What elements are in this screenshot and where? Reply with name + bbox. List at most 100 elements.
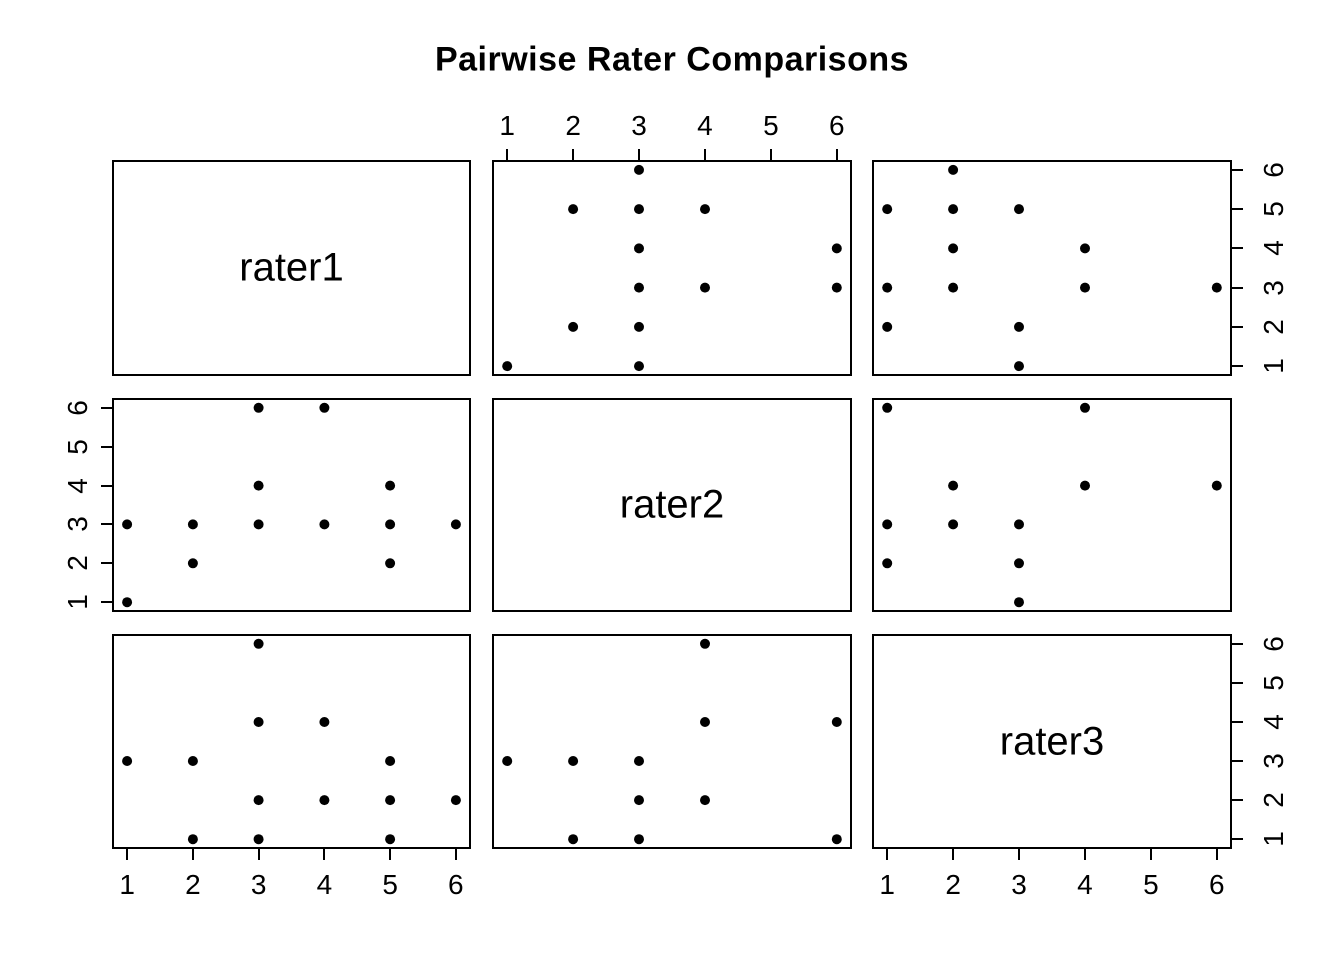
axis-tick bbox=[703, 149, 706, 160]
scatter-point bbox=[1080, 282, 1090, 293]
scatter-point bbox=[882, 519, 893, 530]
scatter-point bbox=[700, 204, 710, 215]
scatter-point bbox=[948, 164, 959, 175]
scatter-point bbox=[319, 519, 330, 530]
scatter-point bbox=[385, 519, 396, 530]
axis-tick bbox=[952, 849, 955, 860]
scatter-point bbox=[634, 204, 644, 215]
scatter-area-rater2-vs-rater3 bbox=[882, 402, 1222, 608]
axis-tick bbox=[1232, 642, 1243, 645]
axis-tick bbox=[572, 149, 575, 160]
scatter-area-rater3-vs-rater1 bbox=[122, 638, 461, 845]
scatter-point bbox=[831, 717, 842, 727]
panel-rater2-vs-rater1 bbox=[112, 398, 471, 612]
axis-tick bbox=[389, 849, 392, 860]
scatter-point bbox=[634, 756, 644, 766]
scatter-point bbox=[882, 558, 893, 569]
scatter-point bbox=[385, 795, 396, 806]
axis-tick-label: 6 bbox=[829, 110, 845, 141]
scatter-area-rater2-vs-rater1 bbox=[122, 402, 461, 608]
scatter-point bbox=[385, 558, 396, 569]
scatter-point bbox=[1014, 361, 1024, 372]
scatter-point bbox=[450, 795, 461, 806]
scatter-area-rater1-vs-rater2 bbox=[502, 164, 842, 372]
axis-tick bbox=[835, 149, 838, 160]
axis-tick-label: 4 bbox=[316, 869, 333, 900]
scatter-point bbox=[253, 795, 264, 806]
scatter-point bbox=[253, 834, 264, 845]
scatter-point bbox=[319, 402, 330, 413]
scatter-point bbox=[319, 717, 330, 727]
axis-tick-label: 2 bbox=[945, 869, 961, 900]
axis-tick-label: 1 bbox=[1258, 358, 1289, 374]
axis-tick bbox=[1232, 247, 1243, 250]
axis-tick bbox=[257, 849, 260, 860]
axis-tick bbox=[1232, 168, 1243, 171]
axis-tick bbox=[101, 562, 112, 565]
scatter-point bbox=[568, 204, 579, 215]
axis-tick bbox=[1232, 799, 1243, 802]
axis-tick bbox=[323, 849, 326, 860]
scatter-point bbox=[1211, 480, 1222, 491]
scatter-point bbox=[700, 282, 710, 293]
scatter-point bbox=[634, 164, 644, 175]
scatter-point bbox=[634, 361, 644, 372]
scatter-point bbox=[1080, 402, 1090, 413]
scatter-point bbox=[253, 638, 264, 649]
scatter-point bbox=[187, 834, 198, 845]
axis-tick-label: 1 bbox=[499, 110, 515, 141]
scatter-point bbox=[122, 597, 133, 608]
scatter-point bbox=[700, 717, 710, 727]
axis-tick-label: 6 bbox=[1209, 869, 1225, 900]
axis-tick bbox=[101, 406, 112, 409]
panel-rater3-vs-rater2 bbox=[492, 634, 852, 849]
axis-tick-label: 6 bbox=[448, 869, 464, 900]
axis-tick bbox=[1232, 838, 1243, 841]
chart-title: Pairwise Rater Comparisons bbox=[434, 40, 910, 79]
variable-label-rater3: rater3 bbox=[999, 719, 1105, 763]
scatter-point bbox=[568, 834, 579, 845]
axis-tick bbox=[1232, 286, 1243, 289]
axis-tick-label: 3 bbox=[250, 869, 267, 900]
axis-tick-label: 1 bbox=[119, 869, 135, 900]
scatter-point bbox=[1080, 480, 1090, 491]
axis-tick bbox=[101, 523, 112, 526]
axis-tick bbox=[191, 849, 194, 860]
scatter-point bbox=[1211, 282, 1222, 293]
scatter-point bbox=[187, 558, 198, 569]
axis-tick bbox=[101, 601, 112, 604]
axis-tick bbox=[1232, 365, 1243, 368]
axis-tick-label: 5 bbox=[763, 110, 779, 141]
scatter-point bbox=[253, 717, 264, 727]
panel-rater3-vs-rater1 bbox=[112, 634, 471, 849]
scatter-point bbox=[700, 795, 710, 806]
axis-tick-label: 3 bbox=[1258, 279, 1289, 296]
axis-tick bbox=[769, 149, 772, 160]
axis-tick-label: 3 bbox=[1011, 869, 1027, 900]
axis-tick-label: 1 bbox=[1258, 831, 1289, 847]
scatter-point bbox=[385, 480, 396, 491]
scatter-point bbox=[882, 282, 893, 293]
scatter-point bbox=[187, 519, 198, 530]
scatter-point bbox=[568, 756, 579, 766]
scatter-point bbox=[1014, 204, 1024, 215]
axis-tick-label: 1 bbox=[879, 869, 895, 900]
scatter-point bbox=[634, 321, 644, 332]
scatter-point bbox=[882, 402, 893, 413]
axis-tick bbox=[1232, 760, 1243, 763]
axis-tick bbox=[1149, 849, 1152, 860]
panel-rater2-vs-rater3 bbox=[872, 398, 1232, 612]
axis-tick bbox=[1232, 720, 1243, 723]
axis-tick-label: 5 bbox=[62, 438, 93, 455]
scatter-point bbox=[634, 795, 644, 806]
axis-tick-label: 3 bbox=[631, 110, 647, 141]
axis-tick-label: 6 bbox=[1258, 162, 1289, 178]
axis-tick bbox=[454, 849, 457, 860]
panel-rater1-vs-rater2 bbox=[492, 160, 852, 376]
scatter-area-rater3-vs-rater2 bbox=[502, 638, 842, 845]
axis-tick-label: 1 bbox=[62, 594, 93, 611]
variable-label-rater1: rater1 bbox=[239, 245, 344, 290]
scatter-point bbox=[831, 243, 842, 254]
axis-tick bbox=[638, 149, 641, 160]
